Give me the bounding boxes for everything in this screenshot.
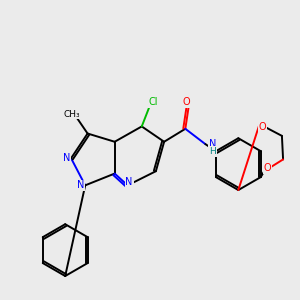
Text: N: N [63,153,70,163]
Text: O: O [182,97,190,107]
Text: N: N [209,139,216,149]
Text: N: N [77,180,85,190]
Text: CH₃: CH₃ [64,110,81,118]
Text: H: H [209,147,216,156]
Text: Cl: Cl [148,97,158,107]
Text: O: O [259,122,266,132]
Text: N: N [125,177,133,188]
Text: O: O [263,163,271,173]
